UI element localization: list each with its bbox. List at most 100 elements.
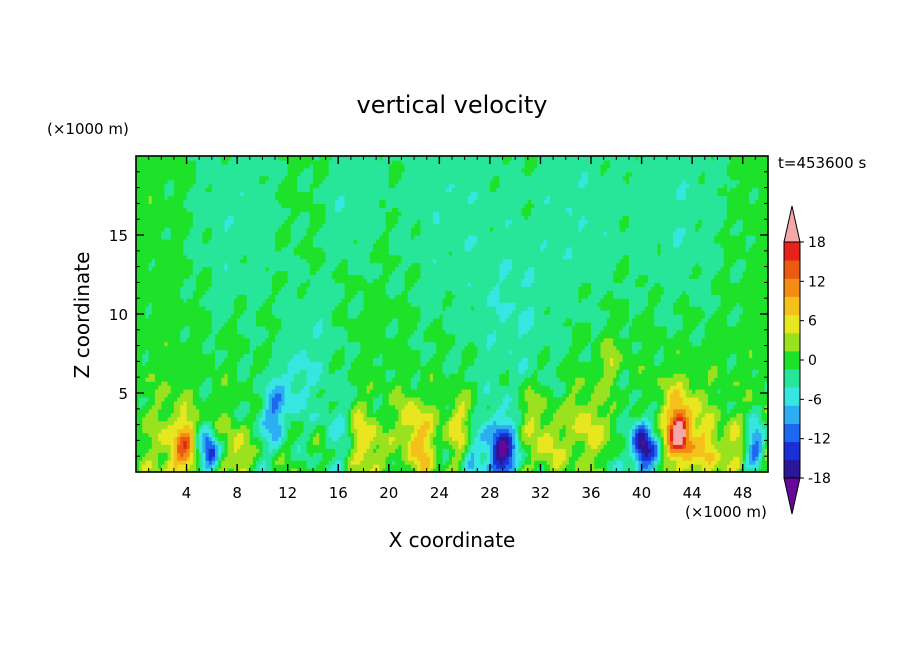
heatmap-cell	[319, 381, 324, 386]
heatmap-cell	[297, 298, 301, 303]
heatmap-cell	[167, 175, 172, 181]
heatmap-cell	[303, 381, 308, 386]
heatmap-cell	[221, 353, 226, 359]
heatmap-cell	[256, 345, 260, 351]
heatmap-cell	[215, 274, 219, 280]
heatmap-cell	[243, 278, 248, 283]
heatmap-cell	[158, 464, 162, 469]
heatmap-cell	[148, 235, 153, 240]
heatmap-cell	[271, 298, 276, 303]
heatmap-cell	[196, 203, 200, 208]
heatmap-cell	[287, 159, 292, 165]
heatmap-cell	[154, 199, 159, 204]
heatmap-cell	[142, 282, 147, 287]
heatmap-cell	[151, 396, 156, 402]
heatmap-cell	[275, 321, 279, 327]
heatmap-cell	[325, 250, 330, 256]
heatmap-cell	[145, 215, 150, 220]
heatmap-cell	[224, 361, 229, 366]
heatmap-cell	[309, 207, 314, 212]
heatmap-cell	[246, 381, 251, 386]
heatmap-cell	[294, 416, 298, 422]
heatmap-cell	[300, 460, 305, 465]
heatmap-cell	[284, 341, 289, 347]
heatmap-cell	[148, 404, 153, 410]
heatmap-cell	[218, 428, 222, 434]
heatmap-cell	[278, 365, 282, 370]
heatmap-cell	[161, 258, 166, 264]
heatmap-cell	[224, 215, 229, 220]
heatmap-cell	[158, 436, 162, 441]
heatmap-cell	[284, 306, 289, 311]
heatmap-cell	[246, 436, 251, 441]
heatmap-cell	[221, 428, 226, 434]
heatmap-cell	[249, 199, 254, 204]
heatmap-cell	[215, 219, 219, 224]
heatmap-cell	[243, 195, 248, 201]
heatmap-cell	[243, 163, 248, 169]
heatmap-cell	[281, 231, 286, 236]
heatmap-cell	[189, 215, 194, 220]
heatmap-cell	[268, 171, 273, 177]
heatmap-cell	[246, 266, 251, 272]
heatmap-cell	[227, 369, 232, 374]
heatmap-cell	[208, 349, 213, 355]
heatmap-cell	[262, 448, 267, 453]
heatmap-cell	[259, 262, 263, 268]
heatmap-cell	[158, 175, 162, 181]
heatmap-cell	[265, 428, 270, 434]
heatmap-cell	[294, 385, 298, 390]
heatmap-cell	[136, 199, 140, 204]
heatmap-cell	[148, 306, 153, 311]
heatmap-cell	[183, 270, 188, 276]
heatmap-cell	[300, 175, 305, 181]
heatmap-cell	[221, 223, 226, 228]
heatmap-cell	[208, 179, 213, 185]
heatmap-cell	[158, 317, 162, 323]
heatmap-cell	[158, 432, 162, 438]
heatmap-cell	[233, 270, 238, 276]
heatmap-cell	[215, 223, 219, 228]
heatmap-cell	[154, 333, 159, 339]
heatmap-cell	[303, 171, 308, 177]
heatmap-cell	[294, 286, 298, 291]
heatmap-cell	[319, 227, 324, 232]
heatmap-cell	[243, 412, 248, 418]
heatmap-cell	[154, 167, 159, 173]
heatmap-cell	[259, 191, 263, 197]
heatmap-cell	[148, 337, 153, 343]
heatmap-cell	[237, 262, 241, 268]
heatmap-cell	[252, 290, 257, 295]
heatmap-cell	[316, 452, 320, 457]
heatmap-cell	[164, 183, 169, 189]
heatmap-cell	[145, 464, 150, 469]
heatmap-cell	[303, 369, 308, 374]
heatmap-cell	[331, 337, 336, 343]
heatmap-cell	[145, 302, 150, 307]
heatmap-cell	[237, 353, 241, 359]
heatmap-cell	[290, 373, 295, 378]
heatmap-cell	[158, 223, 162, 228]
heatmap-cell	[237, 408, 241, 414]
heatmap-cell	[196, 333, 200, 339]
heatmap-cell	[262, 191, 267, 197]
heatmap-cell	[189, 227, 194, 232]
heatmap-cell	[312, 215, 317, 220]
heatmap-cell	[278, 290, 282, 295]
heatmap-cell	[237, 432, 241, 438]
heatmap-cell	[303, 156, 308, 161]
heatmap-cell	[173, 412, 178, 418]
heatmap-cell	[287, 278, 292, 283]
heatmap-cell	[240, 389, 245, 394]
heatmap-cell	[208, 389, 213, 394]
heatmap-cell	[322, 298, 327, 303]
heatmap-cell	[268, 333, 273, 339]
heatmap-cell	[158, 274, 162, 280]
heatmap-cell	[256, 246, 260, 252]
heatmap-cell	[252, 408, 257, 414]
heatmap-cell	[243, 294, 248, 299]
heatmap-cell	[306, 167, 311, 173]
heatmap-cell	[312, 270, 317, 276]
heatmap-cell	[227, 361, 232, 366]
